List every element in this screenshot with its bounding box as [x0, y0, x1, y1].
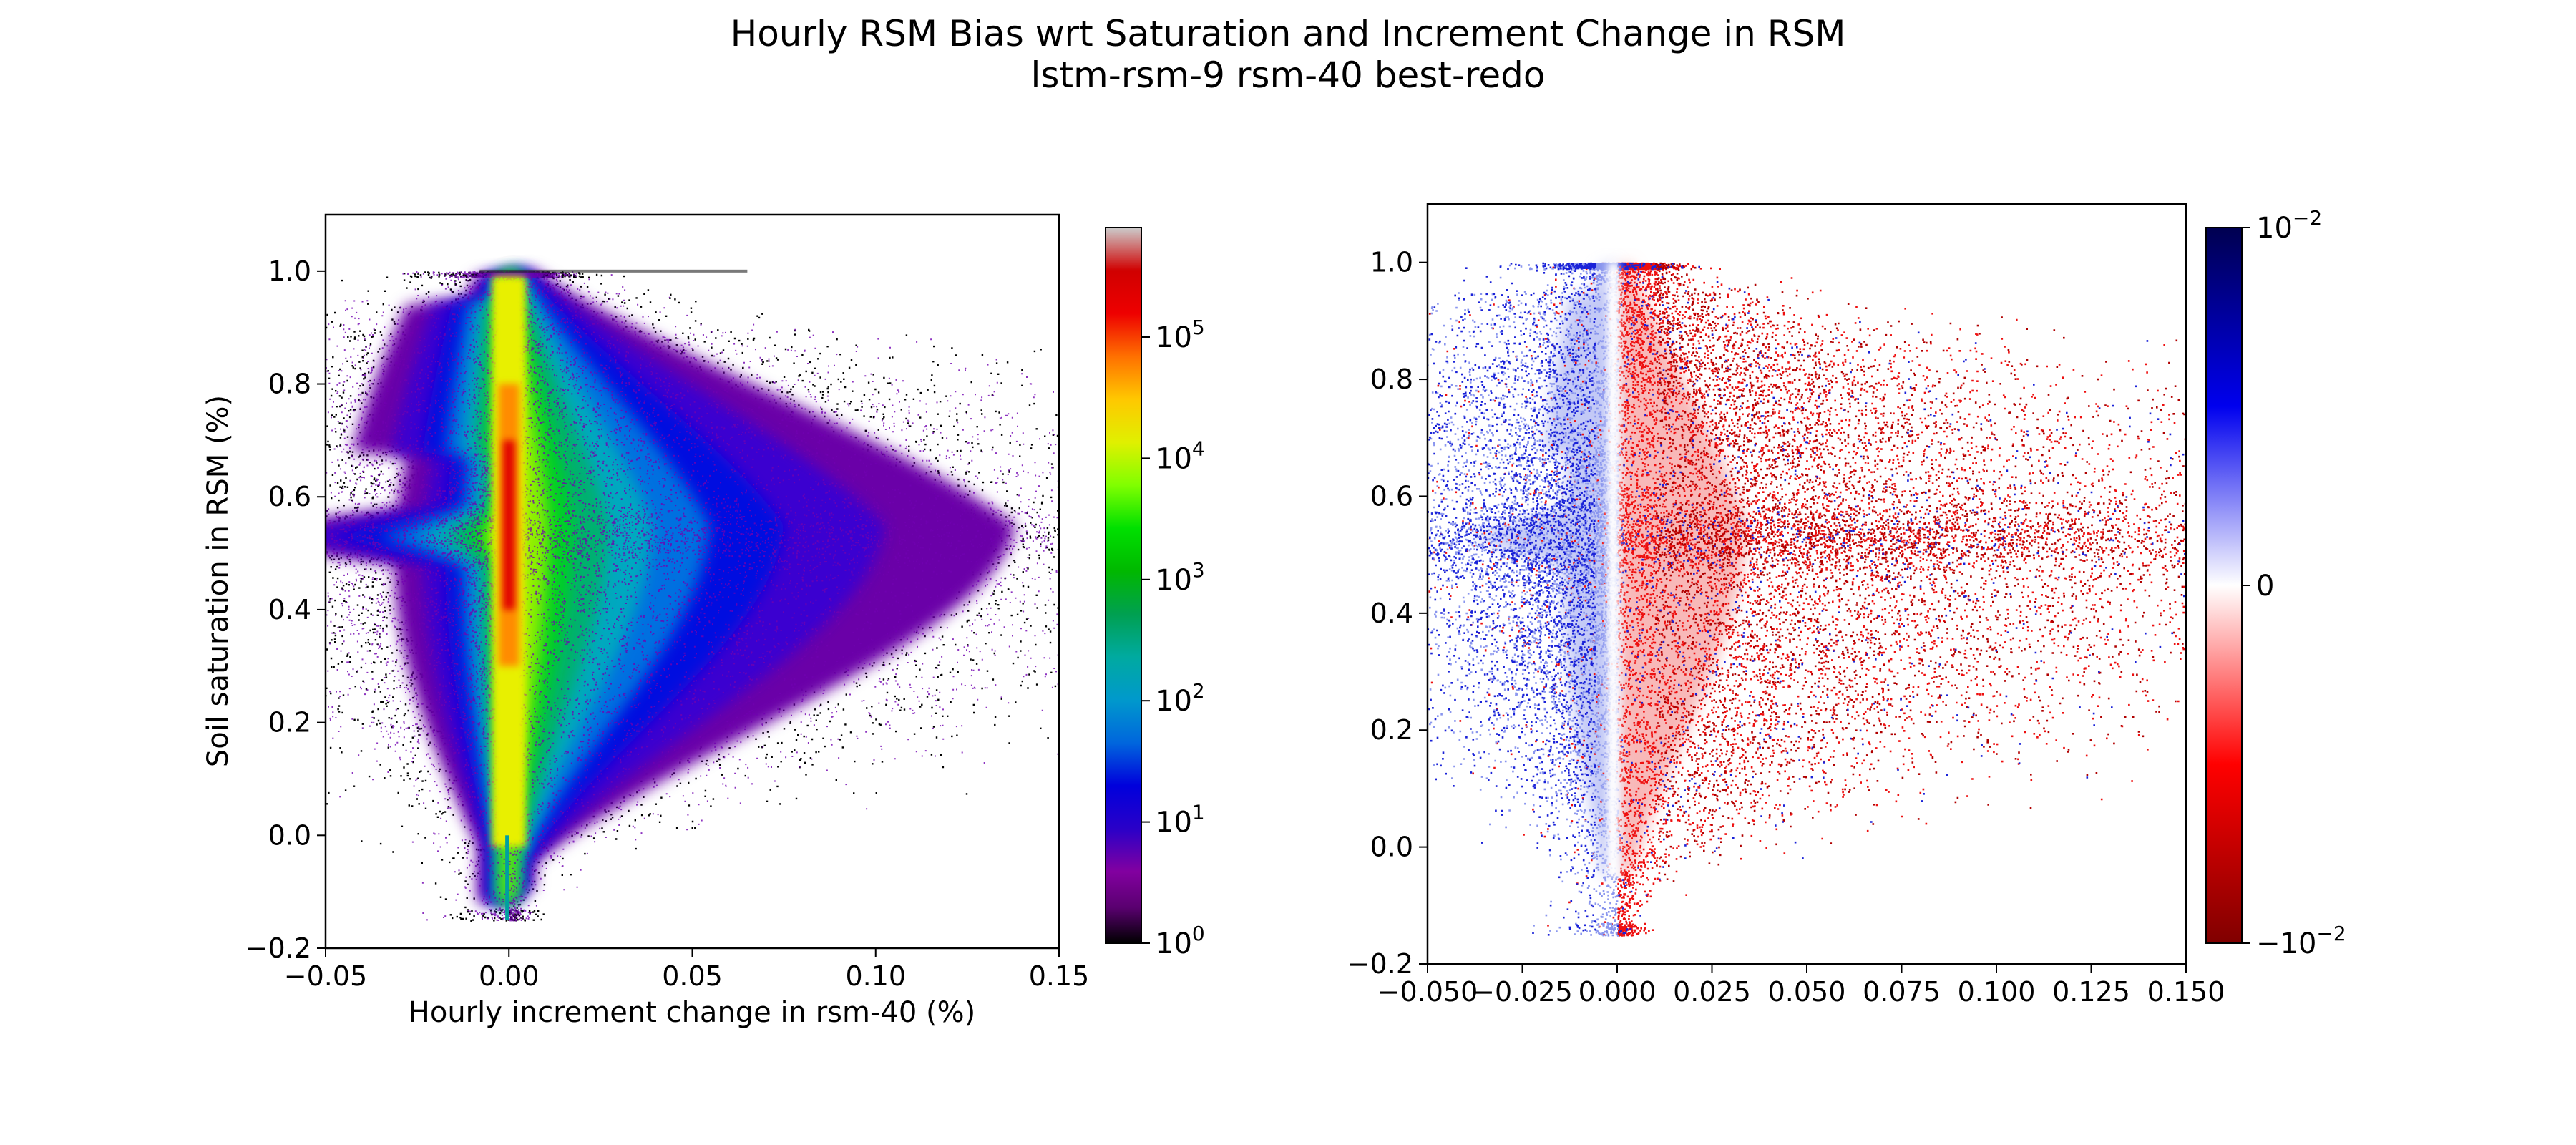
bias-heatmap — [1428, 204, 2186, 964]
bias-colorbar — [2205, 227, 2243, 944]
bias-x-tick-label: 0.075 — [1863, 976, 1941, 1008]
density-colorbar-tick-label: 105 — [1156, 316, 1205, 354]
density-colorbar-tick-label: 100 — [1156, 922, 1205, 960]
bias-y-tick-label: 0.8 — [1370, 364, 1413, 395]
density-x-tick-label: −0.05 — [284, 960, 367, 992]
bias-colorbar-tick-label: 10−2 — [2256, 206, 2322, 245]
density-colorbar — [1105, 227, 1142, 944]
bias-x-tick-label: 0.000 — [1579, 976, 1657, 1008]
bias-points-darkred — [1655, 262, 2186, 882]
bias-colorbar-ticks: 10−2 0 −10−2 — [2242, 206, 2346, 960]
bias-y-tick-label: 0.2 — [1370, 714, 1413, 746]
density-y-tick-label: 0.0 — [268, 819, 311, 851]
bias-y-tick-label: −0.2 — [1347, 948, 1413, 980]
density-core-2 — [503, 440, 515, 610]
density-y-tick-label: 0.2 — [268, 707, 311, 739]
density-axes: −0.05 0.00 0.05 0.10 0.15 −0.2 0.0 0.2 0.4 0.6 0.8… — [245, 255, 1090, 992]
bias-panel: −0.050−0.025 0.000 0.025 0.050 0.075 0.100 0.1… — [1347, 203, 2346, 1008]
density-y-tick-label: 0.4 — [268, 594, 311, 625]
density-colorbar-tick-label: 102 — [1156, 679, 1205, 718]
bias-y-tick-label: 0.0 — [1370, 832, 1413, 863]
figure-title: Hourly RSM Bias wrt Saturation and Incre… — [730, 13, 1846, 54]
figure-title-block: Hourly RSM Bias wrt Saturation and Incre… — [0, 13, 2576, 96]
bias-axes: −0.050−0.025 0.000 0.025 0.050 0.075 0.100 0.1… — [1347, 247, 2225, 1008]
density-x-tick-label: 0.15 — [1029, 960, 1090, 992]
bias-x-tick-label: −0.025 — [1472, 976, 1573, 1008]
density-x-axis-label: Hourly increment change in rsm-40 (%) — [409, 996, 975, 1029]
density-y-tick-label: −0.2 — [245, 932, 311, 964]
bias-y-tick-label: 0.4 — [1370, 598, 1413, 629]
bias-x-tick-label: 0.125 — [2052, 976, 2130, 1008]
bias-y-tick-label: 1.0 — [1370, 247, 1413, 278]
density-y-axis-label: Soil saturation in RSM (%) — [202, 395, 235, 767]
density-y-tick-label: 0.8 — [268, 369, 311, 400]
density-colorbar-ticks: 100 101 102 103 104 105 — [1141, 316, 1205, 960]
density-panel: −0.05 0.00 0.05 0.10 0.15 −0.2 0.0 0.2 0.4 0.6 0.8… — [202, 213, 1205, 1029]
density-tail — [505, 835, 509, 920]
density-x-tick-label: 0.00 — [479, 960, 540, 992]
bias-x-tick-label: 0.050 — [1768, 976, 1846, 1008]
density-x-tick-label: 0.10 — [845, 960, 906, 992]
density-heatmap — [326, 215, 1059, 948]
bias-neutral-band — [1607, 262, 1619, 877]
density-y-tick-label: 1.0 — [268, 255, 311, 287]
bias-negative-wash — [1470, 262, 1616, 877]
figure-subtitle: lstm-rsm-9 rsm-40 best-redo — [1030, 54, 1546, 96]
density-ceiling — [479, 269, 748, 273]
bias-x-tick-label: 0.150 — [2147, 976, 2225, 1008]
bias-colorbar-tick-label: −10−2 — [2256, 922, 2346, 960]
bias-x-tick-label: 0.025 — [1673, 976, 1751, 1008]
bias-y-tick-label: 0.6 — [1370, 480, 1413, 512]
density-colorbar-tick-label: 104 — [1156, 437, 1205, 475]
density-colorbar-tick-label: 103 — [1156, 558, 1205, 597]
density-colorbar-tick-label: 101 — [1156, 801, 1205, 839]
bias-colorbar-tick-label: 0 — [2256, 570, 2274, 603]
density-x-tick-label: 0.05 — [662, 960, 723, 992]
density-y-tick-label: 0.6 — [268, 481, 311, 512]
bias-x-tick-label: 0.100 — [1958, 976, 2036, 1008]
bias-x-tick-label: −0.050 — [1377, 976, 1478, 1008]
bias-points-red — [1428, 262, 2186, 937]
